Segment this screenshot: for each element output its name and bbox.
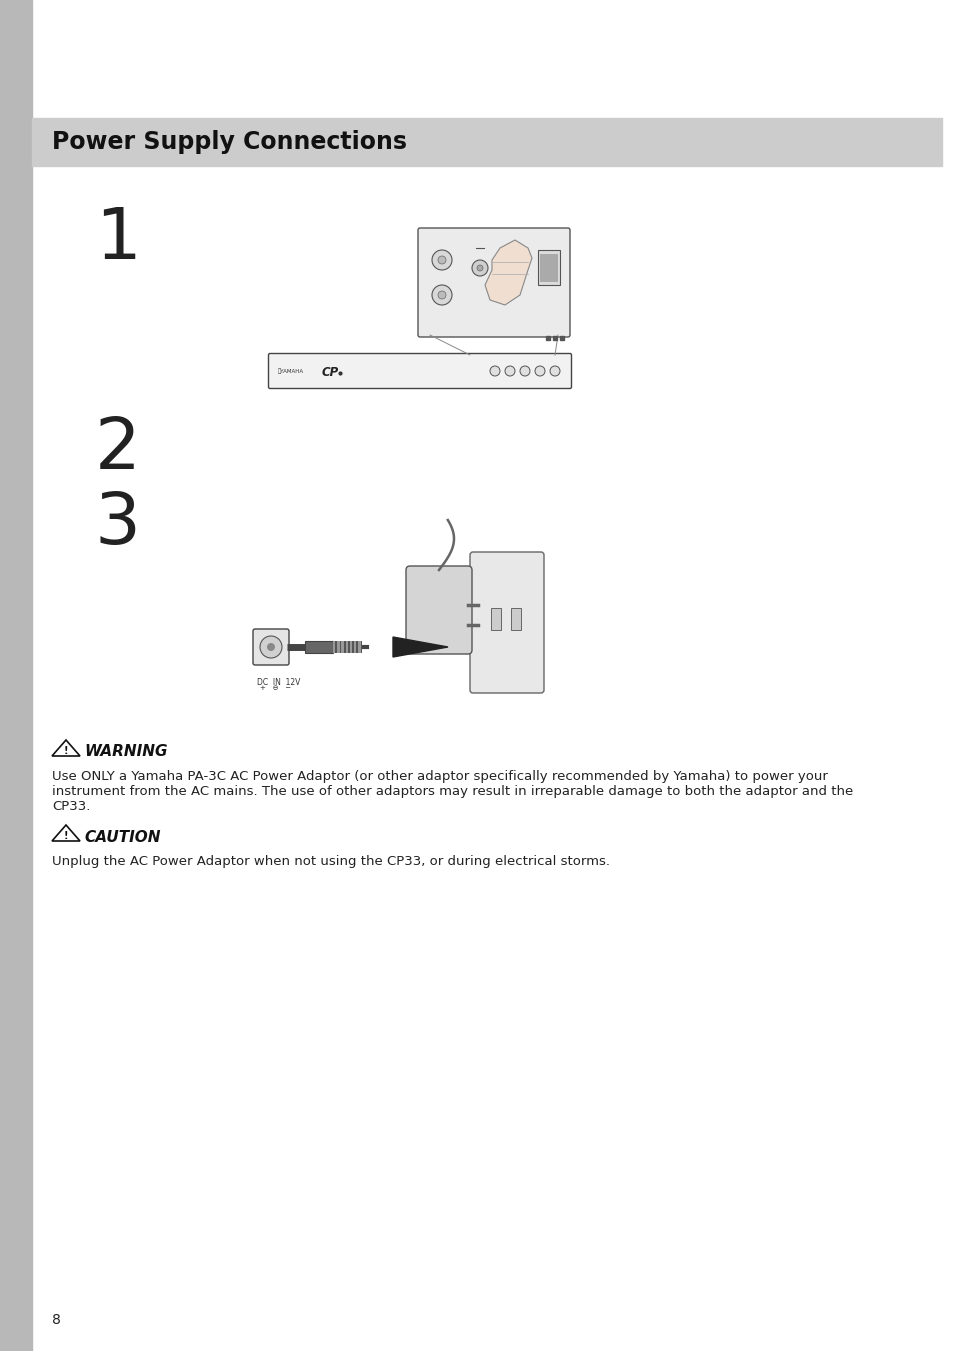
Bar [335,640,336,653]
Bar [352,640,354,653]
Text: DC  IN  12V: DC IN 12V [256,678,300,688]
Polygon shape [484,240,532,305]
Text: ⓨYAMAHA: ⓨYAMAHA [277,369,304,374]
Text: 8: 8 [52,1313,61,1327]
Bar [357,640,360,653]
Bar [354,640,356,653]
Circle shape [472,259,488,276]
Text: !: ! [64,831,69,842]
Bar [333,640,335,653]
Text: Unplug the AC Power Adaptor when not using the CP33, or during electrical storms: Unplug the AC Power Adaptor when not usi… [52,855,609,867]
FancyBboxPatch shape [417,228,569,336]
Bar [341,640,343,653]
Circle shape [432,285,452,305]
Bar [537,250,559,285]
Bar [539,254,558,282]
FancyBboxPatch shape [406,566,472,654]
Circle shape [490,366,499,376]
Bar [345,640,348,653]
Bar [343,640,345,653]
Bar [350,640,352,653]
Text: 1: 1 [95,205,141,274]
Text: +   ⊖   −: + ⊖ − [260,685,291,690]
Bar [356,640,357,653]
Text: 2: 2 [95,415,141,484]
Circle shape [437,290,446,299]
Bar [360,640,362,653]
Bar [511,608,520,630]
Circle shape [267,643,274,651]
Bar [348,640,350,653]
Text: CP: CP [322,366,339,378]
Bar [336,640,339,653]
FancyBboxPatch shape [268,354,571,389]
Circle shape [535,366,544,376]
FancyBboxPatch shape [470,553,543,693]
Circle shape [504,366,515,376]
Bar [305,640,333,653]
Polygon shape [52,740,80,757]
Text: CAUTION: CAUTION [84,830,160,844]
Bar [32,118,941,166]
Polygon shape [52,825,80,842]
Circle shape [550,366,559,376]
Bar [0,0,32,1351]
Circle shape [437,255,446,263]
Polygon shape [393,638,448,657]
FancyBboxPatch shape [253,630,289,665]
Circle shape [432,250,452,270]
Text: 3: 3 [95,490,141,559]
Text: Power Supply Connections: Power Supply Connections [52,130,407,154]
Circle shape [476,265,482,272]
Bar [339,640,341,653]
Circle shape [519,366,530,376]
Text: !: ! [64,746,69,757]
Circle shape [260,636,282,658]
Bar [491,608,500,630]
Text: Use ONLY a Yamaha PA-3C AC Power Adaptor (or other adaptor specifically recommen: Use ONLY a Yamaha PA-3C AC Power Adaptor… [52,770,852,813]
Text: WARNING: WARNING [84,744,168,759]
